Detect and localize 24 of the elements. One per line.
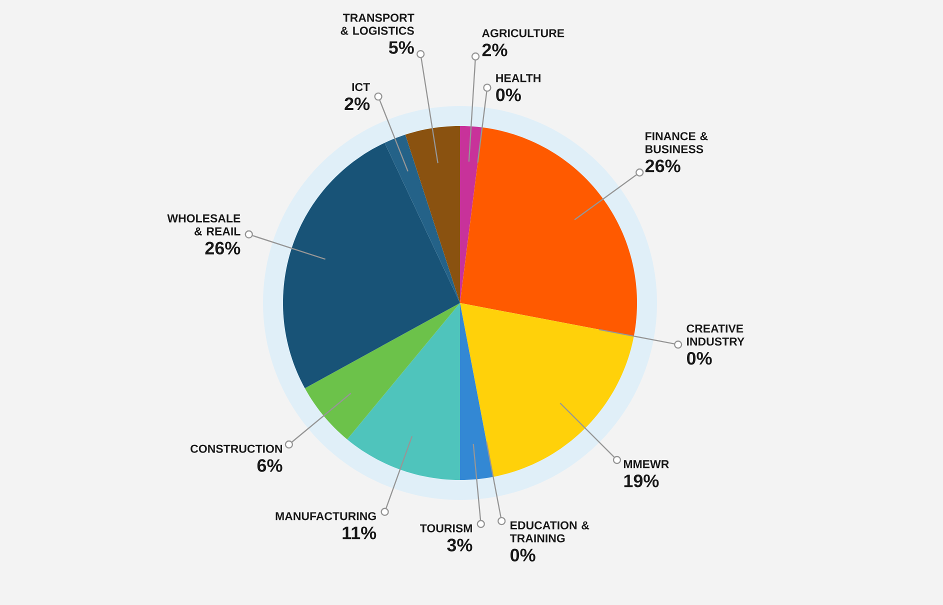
legend-label: EDUCATION & TRAINING: [510, 521, 590, 542]
data-label: 11%: [342, 526, 376, 540]
text: 0%: [510, 548, 536, 562]
category-label: HEALTH: [496, 74, 540, 82]
data-label: 19%: [624, 474, 659, 488]
data-label: 2%: [344, 97, 370, 110]
data-label: 5%: [388, 41, 414, 54]
slice-label: MANUFACTURING: [276, 512, 376, 520]
slice-label: ICT: [352, 82, 370, 92]
slice-label: CONSTRUCTION: [190, 444, 282, 453]
data-label: 26%: [205, 242, 240, 254]
slice-label: MMEWR: [624, 460, 669, 468]
slice-label: FINANCE & BUSINESS: [646, 132, 708, 154]
slice-label: TOURISM: [420, 524, 472, 532]
data-label: 26%: [645, 160, 680, 172]
slice-label: TRANSPORT & LOGISTICS: [340, 14, 414, 35]
text: 0%: [687, 352, 712, 365]
slice-label: WHOLESALE & REAIL: [167, 214, 240, 236]
data-label: 6%: [257, 459, 282, 472]
data-label: 2%: [482, 44, 508, 56]
data-label: 3%: [447, 538, 472, 552]
slice-label: AGRICULTURE: [482, 29, 564, 38]
text: 0%: [496, 88, 521, 102]
category-label: CREATIVE INDUSTRY: [686, 324, 744, 346]
